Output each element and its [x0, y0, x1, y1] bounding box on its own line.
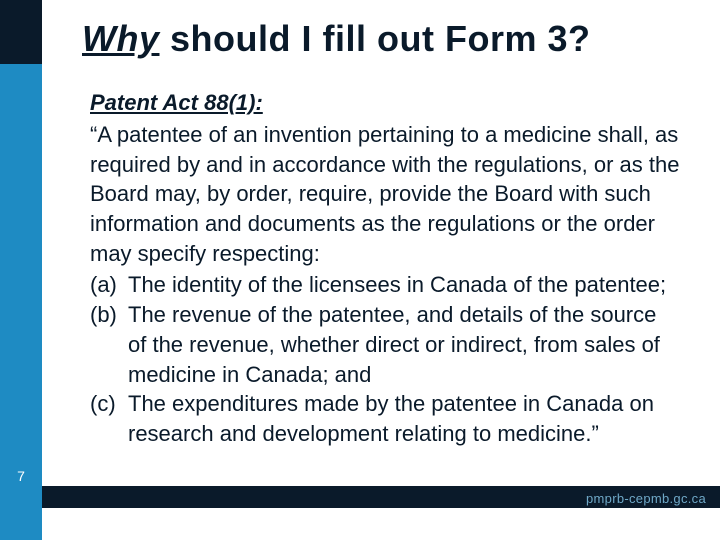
intro-paragraph: “A patentee of an invention pertaining t… [90, 120, 680, 268]
body-content: Patent Act 88(1): “A patentee of an inve… [90, 90, 680, 449]
list-text: The expenditures made by the patentee in… [128, 389, 680, 448]
list-item: (a) The identity of the licensees in Can… [90, 270, 680, 300]
list-item: (b) The revenue of the patentee, and det… [90, 300, 680, 389]
page-number: 7 [14, 468, 28, 484]
list-item: (c) The expenditures made by the patente… [90, 389, 680, 448]
subheading: Patent Act 88(1): [90, 90, 680, 116]
list-text: The identity of the licensees in Canada … [128, 270, 680, 300]
footer-url: pmprb-cepmb.gc.ca [586, 491, 706, 506]
list-marker: (a) [90, 270, 128, 300]
left-accent-bar [0, 0, 42, 540]
enumerated-list: (a) The identity of the licensees in Can… [90, 270, 680, 448]
title-why: Why [82, 18, 160, 59]
list-marker: (c) [90, 389, 128, 448]
list-text: The revenue of the patentee, and details… [128, 300, 680, 389]
slide-title: Why should I fill out Form 3? [82, 18, 590, 60]
title-rest: should I fill out Form 3? [160, 18, 591, 59]
list-marker: (b) [90, 300, 128, 389]
slide: Why should I fill out Form 3? Patent Act… [0, 0, 720, 540]
left-accent-dark-block [0, 0, 42, 64]
